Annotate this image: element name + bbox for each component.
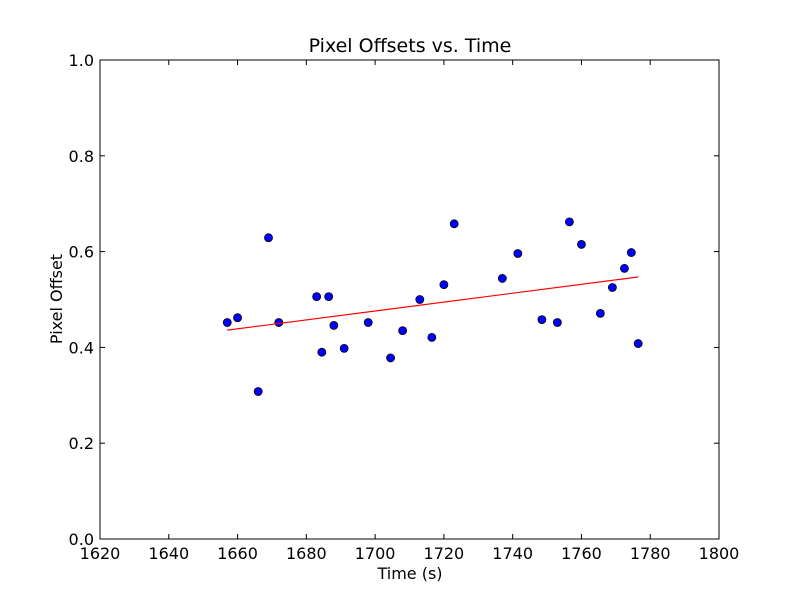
- data-point: [565, 217, 574, 227]
- data-point: [552, 318, 562, 327]
- data-point: [607, 283, 617, 292]
- x-tick-label: 1700: [355, 544, 396, 563]
- data-point: [497, 274, 507, 283]
- y-axis-label: Pixel Offset: [47, 254, 66, 344]
- y-tick-label: 0.4: [69, 338, 94, 357]
- chart-title: Pixel Offsets vs. Time: [309, 35, 512, 57]
- fit-line: [227, 276, 639, 331]
- data-point: [222, 318, 232, 327]
- data-point: [312, 292, 322, 302]
- data-point: [427, 332, 437, 342]
- x-tick-label: 1720: [424, 544, 465, 563]
- data-point: [595, 308, 605, 318]
- x-axis-label: Time (s): [376, 564, 442, 583]
- x-tick-label: 1660: [217, 544, 258, 563]
- x-tick-label: 1800: [699, 544, 740, 563]
- plot-area: 1620 1640 1660 1680 1700 1720 1740 1760 1780 1800…: [69, 51, 740, 563]
- data-point: [253, 387, 263, 396]
- data-point: [449, 219, 459, 229]
- y-tick-label: 0.8: [69, 147, 94, 166]
- x-tick-label: 1620: [80, 544, 121, 563]
- x-tick-label: 1640: [148, 544, 189, 563]
- data-point: [329, 320, 339, 330]
- data-point: [264, 233, 273, 243]
- data-point: [633, 339, 643, 348]
- data-point: [339, 343, 349, 353]
- y-tick-label: 1.0: [69, 51, 94, 70]
- y-tick-label: 0.0: [69, 530, 94, 549]
- data-point: [317, 347, 327, 357]
- x-tick-label: 1760: [561, 544, 602, 563]
- data-point: [626, 248, 636, 257]
- data-point: [274, 318, 284, 327]
- data-point: [415, 295, 425, 304]
- data-point: [620, 263, 629, 273]
- y-tick-label: 0.6: [69, 243, 94, 262]
- plot-frame: [99, 59, 720, 540]
- y-tick-label: 0.2: [69, 434, 94, 453]
- data-point: [363, 318, 373, 327]
- data-point: [577, 240, 586, 249]
- data-point: [324, 292, 334, 302]
- data-point: [513, 249, 523, 258]
- data-point: [233, 313, 242, 323]
- x-tick-label: 1740: [492, 544, 533, 563]
- x-tick-label: 1680: [286, 544, 327, 563]
- data-point: [386, 353, 395, 363]
- data-point: [439, 280, 449, 290]
- data-point: [398, 326, 408, 336]
- x-tick-label: 1780: [630, 544, 671, 563]
- data-point: [537, 315, 547, 325]
